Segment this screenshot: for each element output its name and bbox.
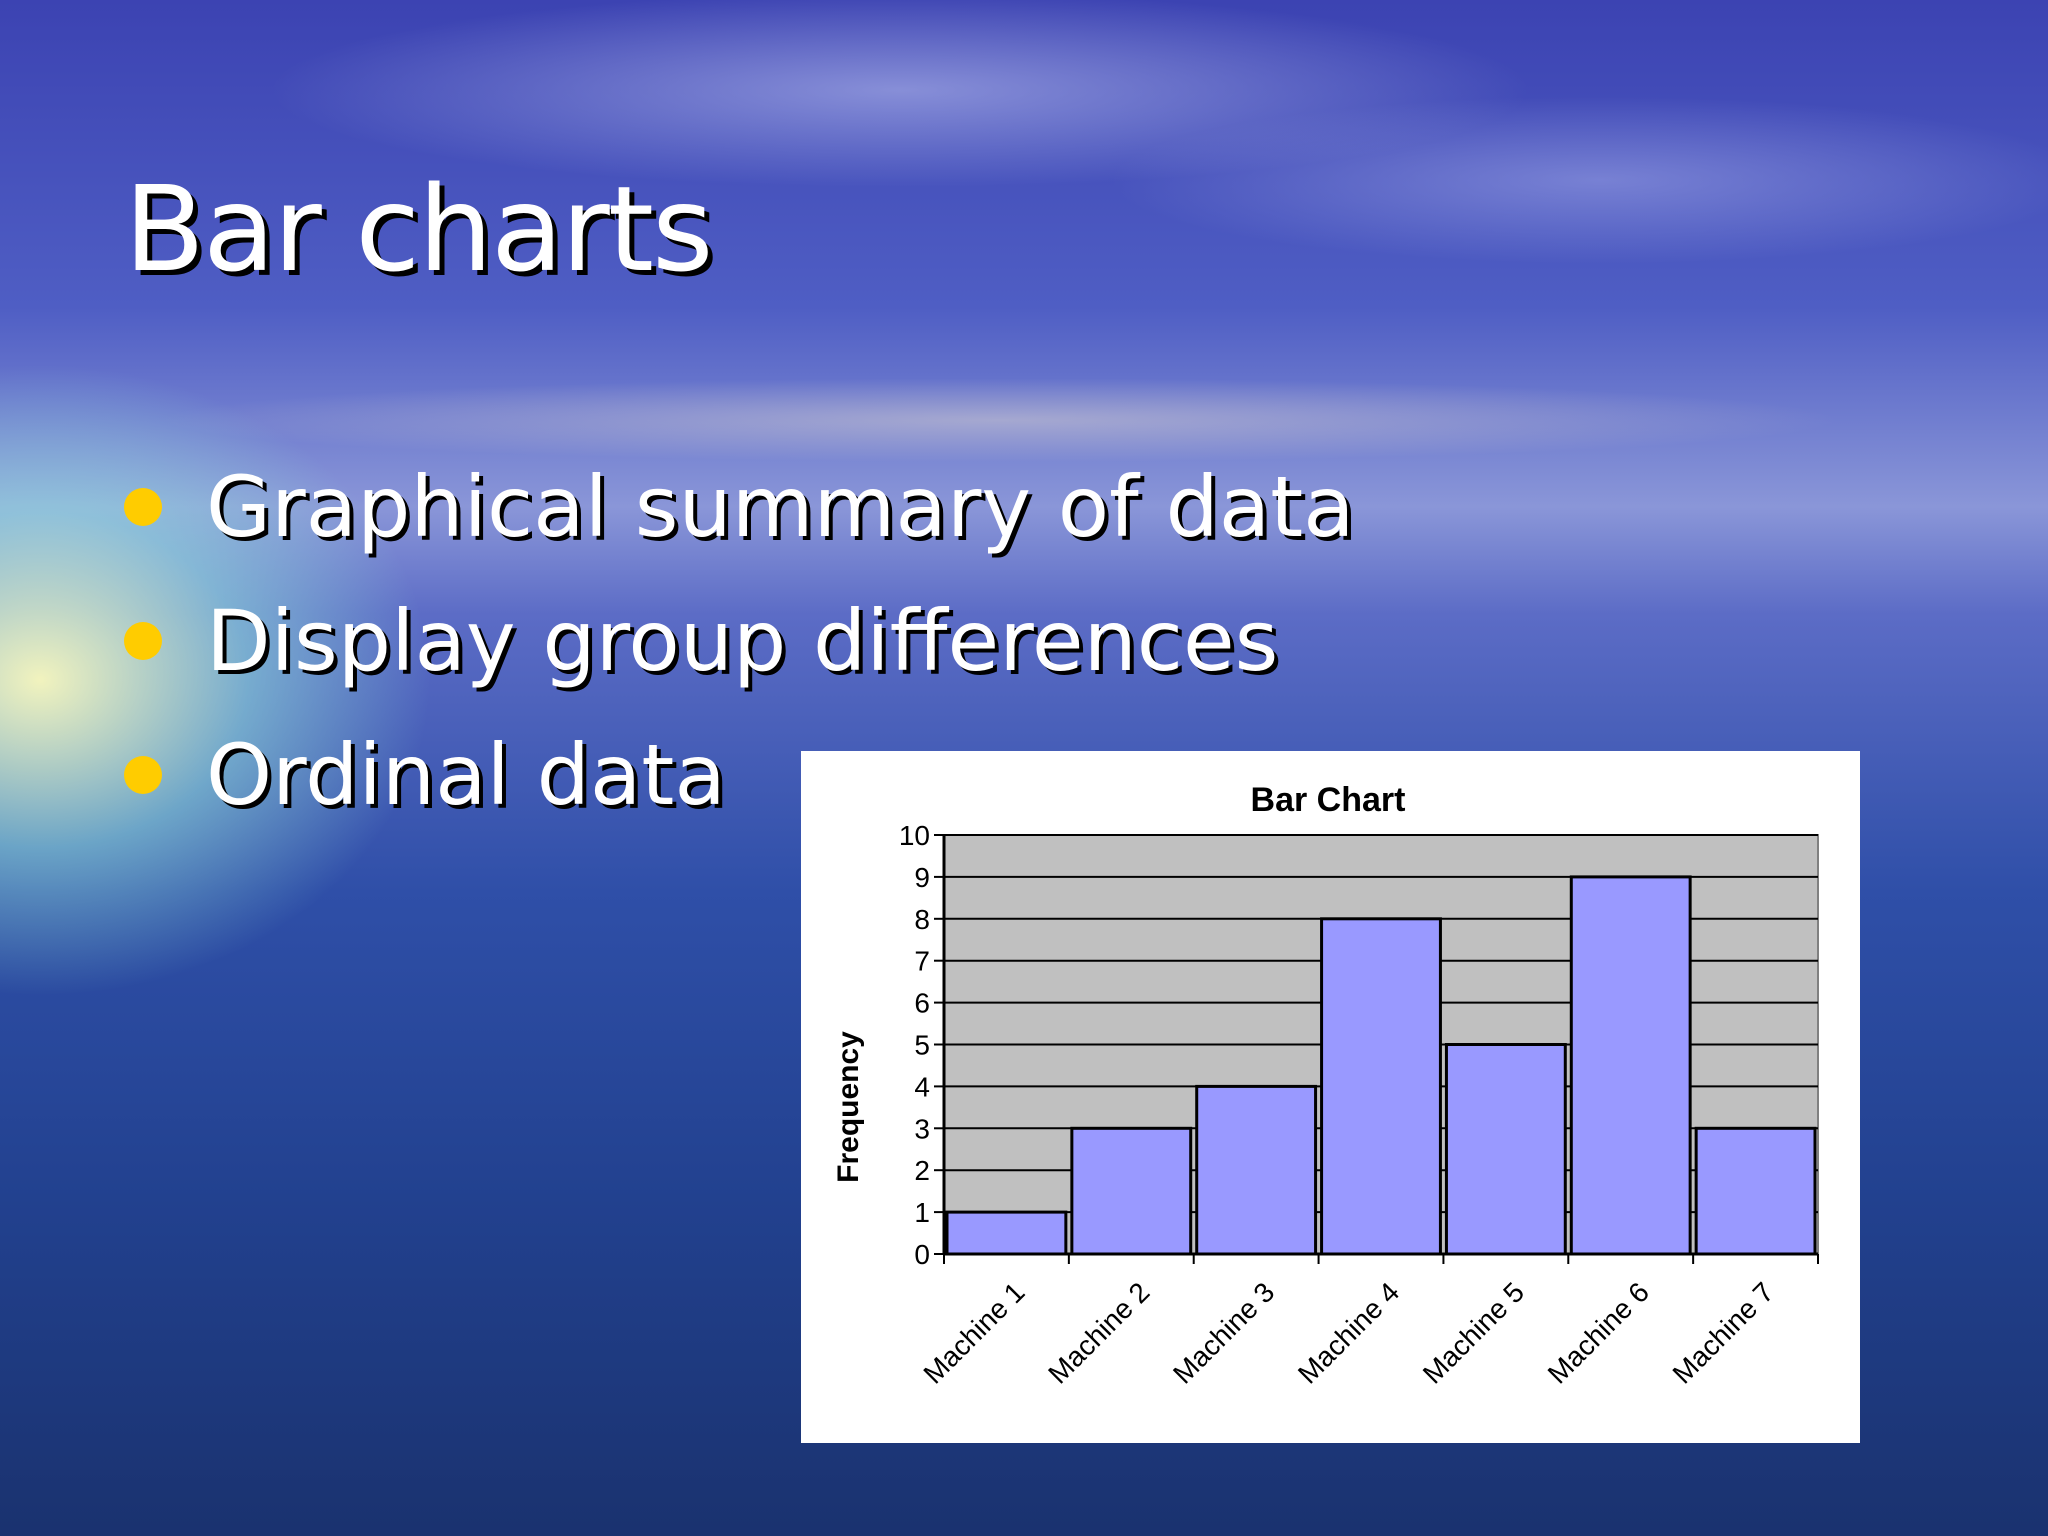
bullet-dot-icon bbox=[124, 622, 162, 660]
y-tick-label: 7 bbox=[914, 946, 930, 977]
bar-chart: Bar Chart Frequency 0 1 2 3 4 5 6 7 8 9 10 Machine … bbox=[801, 751, 1860, 1443]
chart-title: Bar Chart bbox=[1251, 781, 1406, 819]
y-tick-label: 10 bbox=[899, 820, 930, 851]
bullet-text: Ordinal data bbox=[206, 726, 726, 824]
x-tick-label: Machine 6 bbox=[1542, 1276, 1655, 1389]
bullet-item: Display group differences bbox=[124, 574, 1355, 708]
y-tick-label: 5 bbox=[914, 1030, 930, 1061]
x-tick-label: Machine 4 bbox=[1292, 1276, 1405, 1389]
y-tick-label: 6 bbox=[914, 988, 930, 1019]
y-tick-label: 8 bbox=[914, 904, 930, 935]
bar bbox=[1694, 1126, 1817, 1256]
bar bbox=[1569, 875, 1692, 1256]
bullet-item: Graphical summary of data bbox=[124, 440, 1355, 574]
y-tick-label: 1 bbox=[914, 1197, 930, 1228]
x-tick-label: Machine 2 bbox=[1042, 1276, 1155, 1389]
y-tick-label: 9 bbox=[914, 862, 930, 893]
y-tick-label: 4 bbox=[914, 1071, 930, 1102]
chart-y-axis-label: Frequency bbox=[832, 1031, 865, 1183]
x-tick-label: Machine 7 bbox=[1667, 1276, 1780, 1389]
bar bbox=[1070, 1126, 1193, 1256]
bullet-dot-icon bbox=[124, 488, 162, 526]
bar bbox=[1320, 917, 1442, 1256]
bullet-text: Graphical summary of data bbox=[206, 458, 1355, 556]
bar bbox=[1444, 1043, 1567, 1256]
slide-title: Bar charts bbox=[124, 160, 714, 298]
bar bbox=[945, 1210, 1068, 1256]
x-tick-label: Machine 5 bbox=[1417, 1276, 1530, 1389]
x-tick-label: Machine 3 bbox=[1167, 1276, 1280, 1389]
bullet-list: Graphical summary of data Display group … bbox=[124, 440, 1355, 842]
bullet-item: Ordinal data bbox=[124, 708, 1355, 842]
y-tick-label: 0 bbox=[914, 1239, 930, 1270]
bullet-dot-icon bbox=[124, 756, 162, 794]
bar bbox=[1195, 1084, 1318, 1256]
bar-chart-svg: Bar Chart Frequency 0 1 2 3 4 5 6 7 8 9 10 Machine … bbox=[832, 781, 1819, 1390]
bullet-text: Display group differences bbox=[206, 592, 1279, 690]
x-tick-label: Machine 1 bbox=[917, 1276, 1030, 1389]
y-tick-label: 3 bbox=[914, 1113, 930, 1144]
y-tick-label: 2 bbox=[914, 1155, 930, 1186]
